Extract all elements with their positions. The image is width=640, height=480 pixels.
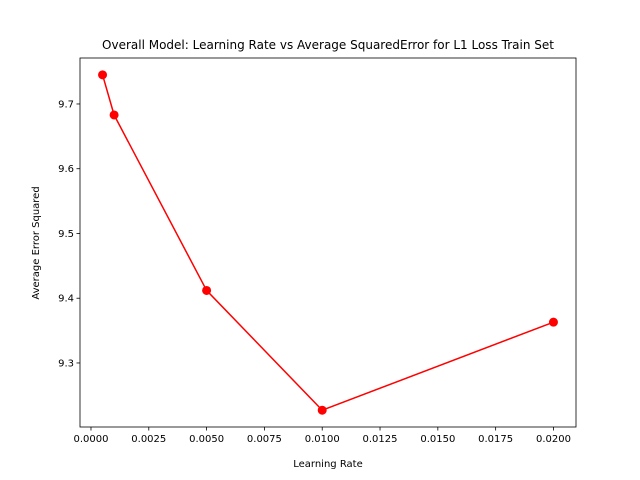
x-tick-label: 0.0150 — [420, 434, 455, 445]
x-tick-label: 0.0075 — [247, 434, 282, 445]
y-tick-label: 9.7 — [58, 99, 74, 110]
y-axis-label: Average Error Squared — [31, 186, 42, 299]
x-tick-label: 0.0200 — [536, 434, 571, 445]
data-point — [548, 317, 558, 327]
x-tick-label: 0.0050 — [189, 434, 224, 445]
data-point — [317, 405, 327, 415]
plot-area: 0.0000 0.0025 0.0050 0.0075 0.0100 0.0125 0.01… — [58, 57, 577, 445]
x-tick-label: 0.0100 — [305, 434, 340, 445]
x-tick-label: 0.0175 — [478, 434, 513, 445]
axes-frame — [79, 57, 577, 428]
data-point — [98, 70, 108, 80]
data-point — [109, 110, 119, 120]
data-point — [202, 285, 212, 295]
y-tick-label: 9.6 — [58, 164, 74, 175]
y-tick-label: 9.5 — [58, 229, 74, 240]
x-tick-label: 0.0125 — [363, 434, 398, 445]
x-tick-label: 0.0025 — [131, 434, 166, 445]
y-tick-label: 9.3 — [58, 358, 74, 369]
chart-title: Overall Model: Learning Rate vs Average … — [102, 38, 554, 52]
y-tick-label: 9.4 — [58, 294, 74, 305]
x-axis-label: Learning Rate — [293, 459, 363, 470]
x-tick-label: 0.0000 — [73, 434, 108, 445]
